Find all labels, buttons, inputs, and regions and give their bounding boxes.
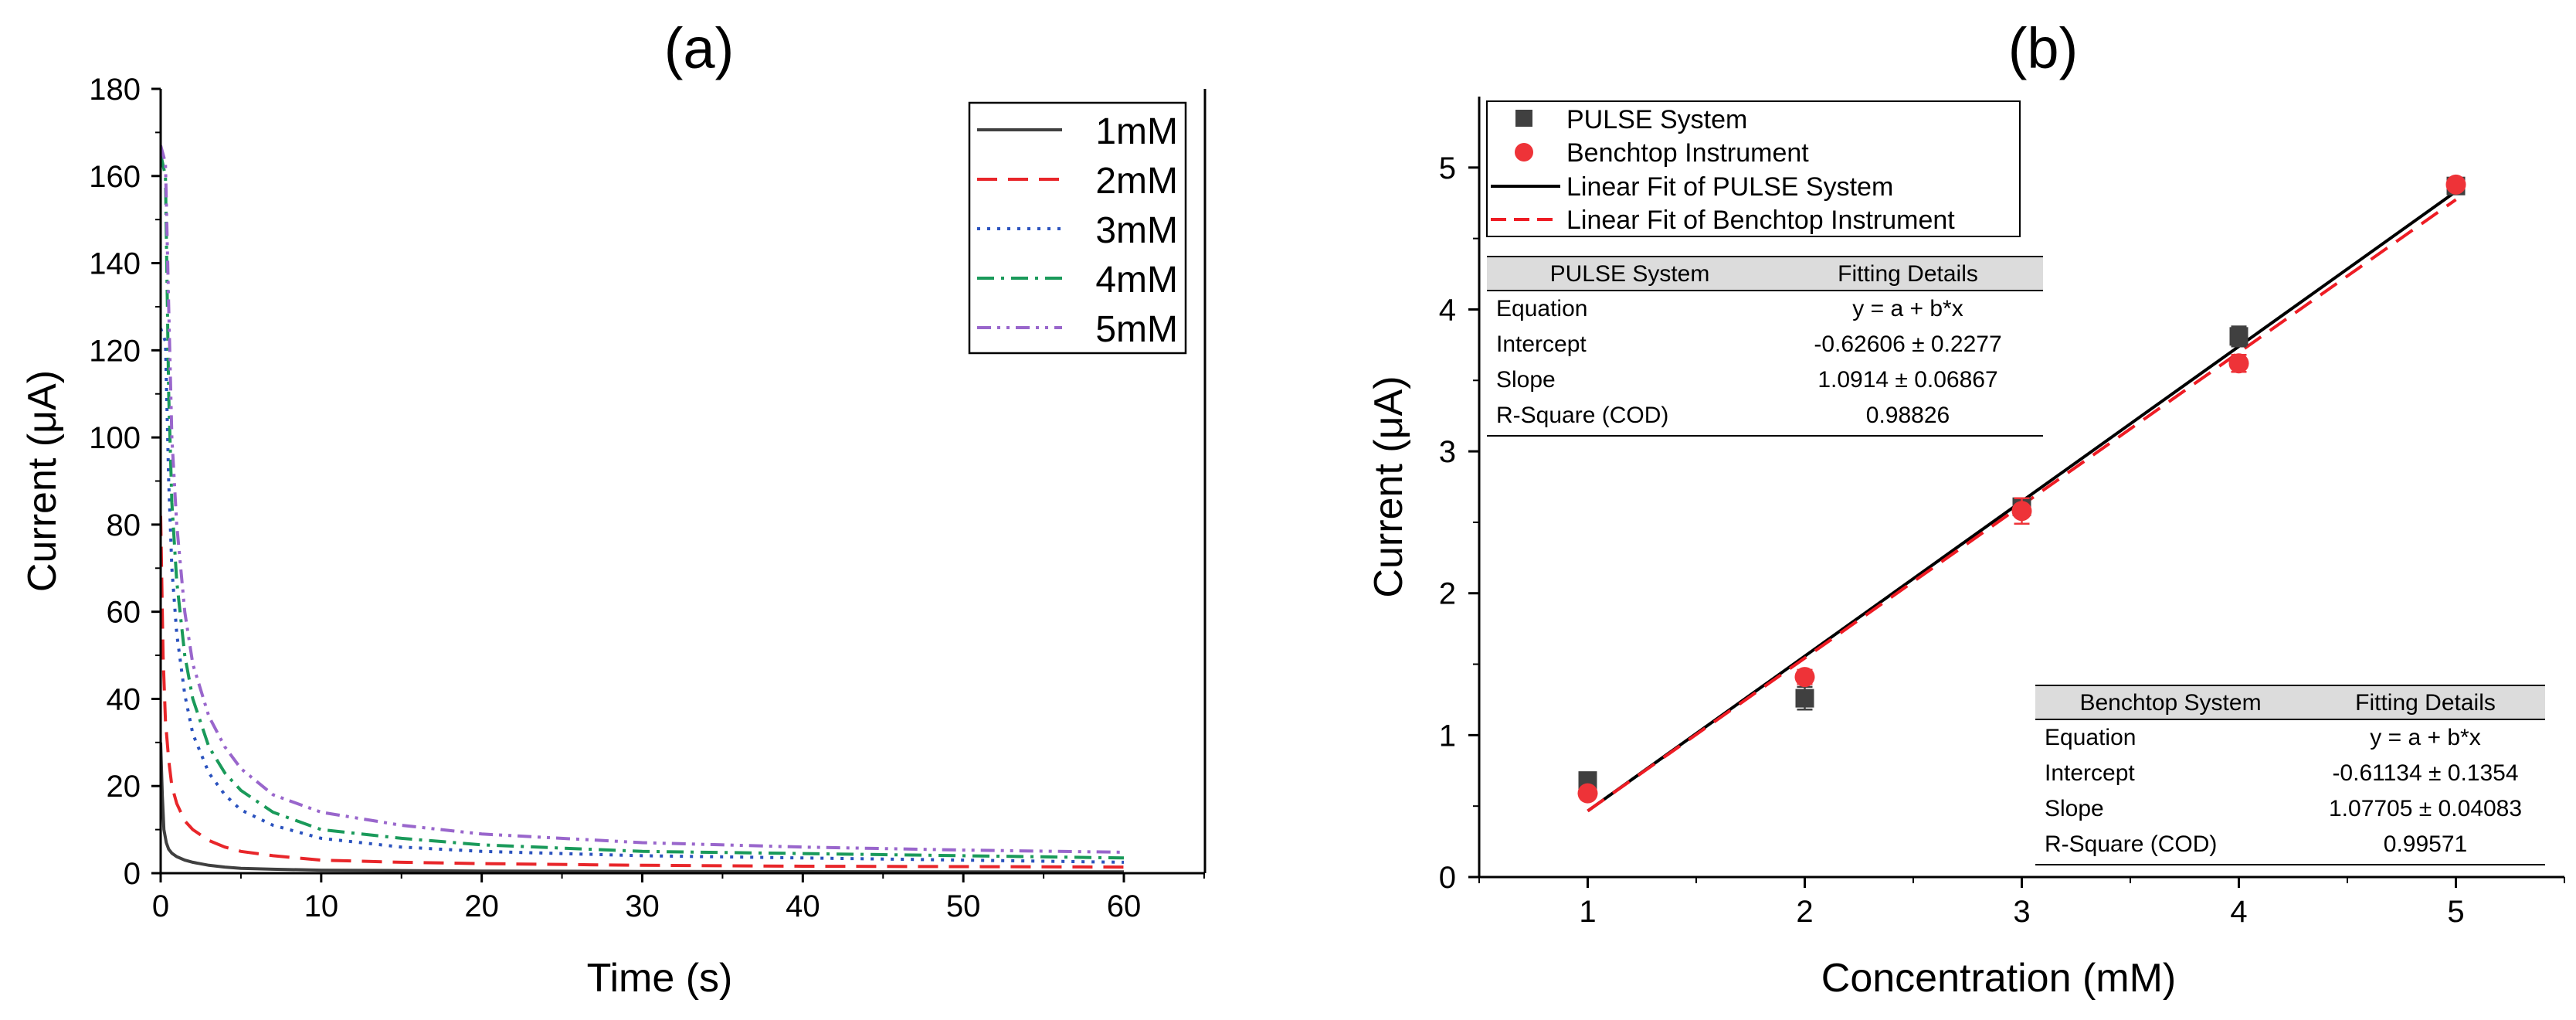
x-tick-label: 5	[2447, 895, 2464, 929]
table-header-cell: PULSE System	[1550, 261, 1710, 287]
table-cell-label: Intercept	[2045, 760, 2135, 786]
table-cell-value: -0.61134 ± 0.1354	[2332, 760, 2518, 786]
data-point-Benchtop Instrument	[2228, 353, 2249, 374]
y-tick-label: 60	[107, 596, 141, 630]
y-tick-label: 160	[89, 160, 141, 194]
data-point-Benchtop Instrument	[1577, 783, 1598, 804]
legend-label-PULSE System: PULSE System	[1566, 105, 1747, 134]
y-tick-label: 5	[1439, 151, 1456, 185]
table-cell-label: Equation	[1496, 296, 1587, 321]
y-tick-label: 0	[1439, 861, 1456, 895]
y-axis-label: Current (μA)	[20, 370, 65, 592]
x-tick-label: 40	[786, 889, 820, 923]
y-tick-label: 3	[1439, 435, 1456, 469]
panel-a-label: (a)	[664, 16, 734, 80]
table-cell-value: 1.07705 ± 0.04083	[2329, 796, 2522, 821]
legend-marker-Benchtop Instrument	[1515, 143, 1533, 162]
x-tick-label: 2	[1796, 895, 1813, 929]
series-line-4mM	[161, 154, 1125, 860]
table-cell-value: 1.0914 ± 0.06867	[1817, 367, 1997, 393]
y-tick-label: 80	[107, 508, 141, 542]
x-axis-label: Concentration (mM)	[1821, 956, 2176, 1001]
panel-b: (b) 0 1 2 3 4 5 1 2 3 4 5 Concentration (mM) Current …	[1366, 16, 2565, 1001]
table-cell-label: Intercept	[1496, 332, 1587, 357]
y-tick-label: 100	[89, 421, 141, 455]
series-line-5mM	[161, 144, 1125, 854]
table-cell-value: y = a + b*x	[2370, 725, 2480, 750]
x-tick-label: 10	[304, 889, 339, 923]
table-cell-label: Slope	[2045, 796, 2104, 821]
x-tick-label: 0	[152, 889, 169, 923]
table-cell-value: -0.62606 ± 0.2277	[1814, 332, 2001, 357]
data-point-PULSE System	[2229, 327, 2248, 346]
table-header-cell: Fitting Details	[1838, 261, 1978, 287]
legend-label-5mM: 5mM	[1095, 309, 1178, 350]
table-cell-value: y = a + b*x	[1852, 296, 1963, 321]
x-tick-label: 60	[1107, 889, 1142, 923]
legend-label-Linear Fit of Benchtop Instrument: Linear Fit of Benchtop Instrument	[1566, 206, 1955, 235]
legend-box	[968, 101, 1187, 355]
x-tick-label: 4	[2230, 895, 2247, 929]
table-header-bg	[2035, 685, 2545, 719]
y-tick-label: 140	[89, 247, 141, 281]
data-point-Benchtop Instrument	[1794, 667, 1815, 688]
fit-table-benchtop: Benchtop System Fitting Details Equation y …	[2035, 685, 2545, 865]
series-line-3mM	[161, 328, 1125, 864]
legend-label-1mM: 1mM	[1095, 111, 1178, 152]
x-tick-label: 50	[946, 889, 981, 923]
legend-marker-PULSE System	[1515, 110, 1532, 127]
y-tick-label: 40	[107, 682, 141, 716]
x-tick-label: 30	[625, 889, 660, 923]
legend-label-Linear Fit of PULSE System: Linear Fit of PULSE System	[1566, 172, 1893, 202]
y-tick-label: 180	[89, 73, 141, 107]
panel-a: (a) 0 20 40 60 80 100 120 140 160 180 0 10 20 30 40 50 60…	[20, 16, 1207, 1001]
legend: 1mM 2mM 3mM 4mM 5mM	[968, 101, 1187, 355]
y-tick-label: 20	[107, 770, 141, 804]
y-tick-label: 1	[1439, 719, 1456, 753]
legend-label-2mM: 2mM	[1095, 161, 1178, 202]
table-cell-label: R-Square (COD)	[1496, 403, 1668, 428]
legend-label-3mM: 3mM	[1095, 210, 1178, 251]
y-tick-label: 4	[1439, 293, 1456, 327]
table-cell-label: R-Square (COD)	[2045, 831, 2217, 857]
fit-table-pulse: PULSE System Fitting Details Equation y = a…	[1487, 256, 2043, 437]
legend-box	[1486, 100, 2021, 237]
table-cell-label: Equation	[2045, 725, 2136, 750]
table-cell-value: 0.98826	[1866, 403, 1950, 428]
legend-label-Benchtop Instrument: Benchtop Instrument	[1566, 138, 1809, 168]
x-tick-label: 1	[1579, 895, 1596, 929]
y-axis-label: Current (μA)	[1366, 376, 1411, 597]
y-tick-label: 0	[124, 857, 141, 891]
legend: PULSE System Benchtop Instrument Linear Fi…	[1486, 100, 2021, 237]
series-line-1mM	[161, 742, 1124, 873]
table-header-bg	[1487, 257, 2043, 291]
y-tick-label: 2	[1439, 577, 1456, 611]
table-header-cell: Benchtop System	[2079, 690, 2261, 716]
table-header-cell: Fitting Details	[2355, 690, 2496, 716]
table-cell-label: Slope	[1496, 367, 1556, 393]
legend-label-4mM: 4mM	[1095, 260, 1178, 301]
table-cell-value: 0.99571	[2384, 831, 2467, 857]
x-axis-label: Time (s)	[587, 956, 733, 1001]
panel-b-label: (b)	[2008, 16, 2078, 80]
x-tick-label: 3	[2013, 895, 2030, 929]
series-line-2mM	[161, 515, 1125, 869]
data-point-Benchtop Instrument	[2011, 501, 2032, 522]
x-tick-label: 20	[464, 889, 499, 923]
y-tick-label: 120	[89, 334, 141, 368]
data-point-PULSE System	[1795, 688, 1814, 708]
data-point-Benchtop Instrument	[2445, 174, 2466, 195]
